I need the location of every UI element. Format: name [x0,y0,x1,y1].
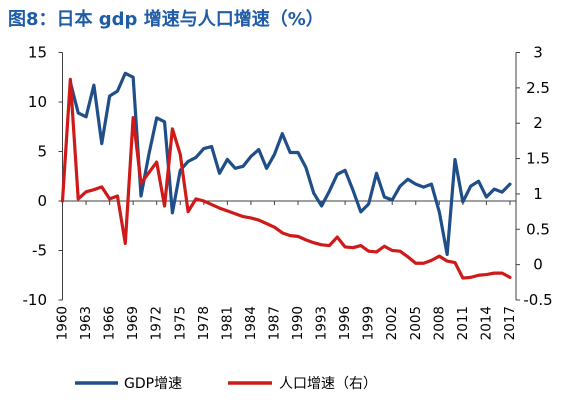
left-tick-label: -10 [23,291,48,309]
x-tick-label: 2008 [431,306,447,340]
right-tick-label: -0.5 [523,291,552,309]
right-tick-label: 1.5 [526,150,550,168]
right-tick-label: 2.5 [526,79,550,97]
legend-label-gdp: GDP增速 [124,376,182,392]
right-tick-label: 1 [533,185,543,203]
left-tick-label: 10 [28,93,47,111]
x-tick-label: 2002 [384,306,400,340]
x-tick-label: 1996 [337,306,353,340]
legend-item-gdp: GDP增速 [75,376,182,392]
x-tick-label: 2017 [502,306,518,340]
left-tick-label: 5 [37,143,47,161]
x-tick-label: 1987 [266,306,282,340]
x-tick-label: 1999 [361,306,377,340]
chart-title: 图8：日本 gdp 增速与人口增速（%） [8,8,324,30]
x-tick-label: 1990 [290,306,306,340]
right-tick-label: 3 [533,44,543,62]
x-tick-label: 1993 [314,306,330,340]
right-tick-label: 0.5 [526,220,550,238]
x-axis: 1960 1963 1966 1969 1972 1975 1978 1981 1984 1987… [55,200,518,340]
legend-item-population: 人口增速（右） [228,376,377,392]
x-tick-label: 2014 [478,306,494,340]
left-tick-label: 15 [28,44,47,62]
right-tick-label: 0 [533,256,543,274]
population-growth-line [60,77,512,280]
right-tick-label: 2 [533,114,543,132]
x-tick-label: 1975 [172,306,188,340]
series-lines [60,71,512,280]
x-tick-label: 1984 [243,306,259,340]
x-tick-label: 1960 [55,306,71,340]
x-tick-label: 2011 [455,306,471,340]
left-tick-label: 0 [37,192,47,210]
x-tick-label: 1966 [102,306,118,340]
x-tick-label: 1978 [196,306,212,340]
legend-label-population: 人口增速（右） [279,376,377,392]
right-y-axis: 3 2.5 2 1.5 1 0.5 0 -0.5 [515,44,553,309]
left-tick-label: -5 [32,242,47,260]
legend: GDP增速 人口增速（右） [75,376,377,392]
x-tick-label: 1972 [149,306,165,340]
x-tick-label: 1981 [219,306,235,340]
x-tick-label: 2005 [408,306,424,340]
plot-area: 1960 1963 1966 1969 1972 1975 1978 1981 1984 1987… [23,44,553,341]
x-tick-label: 1969 [125,306,141,340]
x-tick-label: 1963 [78,306,94,340]
left-y-axis: 15 10 5 0 -5 -10 [23,44,63,309]
